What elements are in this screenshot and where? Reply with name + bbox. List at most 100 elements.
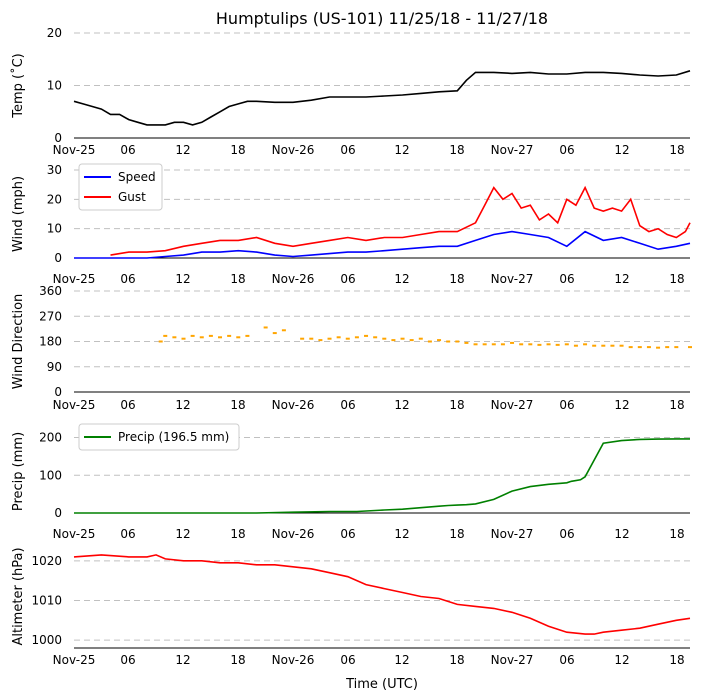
x-tick-label: 12 xyxy=(394,527,409,541)
y-tick-label: 90 xyxy=(47,360,62,374)
y-tick-label: 10 xyxy=(47,79,62,93)
x-tick-label: 18 xyxy=(230,143,245,157)
legend xyxy=(78,423,240,451)
direction-point xyxy=(610,344,615,347)
x-tick-label: 12 xyxy=(614,527,629,541)
y-tick-label: 0 xyxy=(54,385,62,399)
direction-point xyxy=(327,337,332,340)
x-tick-label: Nov-27 xyxy=(491,272,534,286)
x-tick-label: 06 xyxy=(559,398,574,412)
x-tick-label: 06 xyxy=(340,272,355,286)
direction-point xyxy=(464,341,469,344)
direction-point xyxy=(473,343,478,346)
direction-point xyxy=(309,337,314,340)
direction-point xyxy=(181,337,186,340)
y-tick-label: 20 xyxy=(47,192,62,206)
direction-point xyxy=(619,344,624,347)
direction-point xyxy=(446,340,451,343)
x-tick-label: Nov-27 xyxy=(491,398,534,412)
x-axis-label: Time (UTC) xyxy=(345,677,418,692)
x-tick-label: 18 xyxy=(230,272,245,286)
legend-label: Speed xyxy=(118,170,156,184)
x-tick-label: 12 xyxy=(175,527,190,541)
direction-point xyxy=(491,343,496,346)
y-tick-label: 20 xyxy=(47,26,62,40)
direction-point xyxy=(391,339,396,342)
x-tick-label: Nov-26 xyxy=(272,143,315,157)
x-tick-label: 12 xyxy=(614,653,629,667)
direction-point xyxy=(245,334,250,337)
x-tick-label: 18 xyxy=(449,653,464,667)
direction-point xyxy=(592,344,597,347)
x-tick-label: 12 xyxy=(175,398,190,412)
x-tick-label: Nov-26 xyxy=(272,272,315,286)
series-line-speed xyxy=(74,230,691,259)
direction-point xyxy=(427,340,432,343)
direction-point xyxy=(382,337,387,340)
direction-point xyxy=(409,339,414,342)
y-tick-label: 360 xyxy=(39,284,62,298)
legend-label: Precip (196.5 mm) xyxy=(118,430,229,444)
x-tick-label: Nov-27 xyxy=(491,527,534,541)
direction-point xyxy=(665,346,670,349)
panel-wind: 0 10 20 30 Nov-25 06 12 18 Nov-26 06 12 18 Nov-27 06 1… xyxy=(11,163,691,286)
direction-point xyxy=(519,343,524,346)
direction-point xyxy=(628,346,633,349)
x-tick-label: 06 xyxy=(559,143,574,157)
direction-point xyxy=(199,336,204,339)
direction-point xyxy=(354,336,359,339)
legend-label: Gust xyxy=(118,190,146,204)
direction-point xyxy=(601,344,606,347)
direction-point xyxy=(345,337,350,340)
direction-point xyxy=(500,343,505,346)
direction-point xyxy=(300,337,305,340)
x-tick-label: 12 xyxy=(175,653,190,667)
direction-point xyxy=(163,334,168,337)
x-tick-label: 12 xyxy=(614,398,629,412)
direction-point xyxy=(272,332,277,335)
direction-point xyxy=(674,346,679,349)
y-tick-label: 180 xyxy=(39,335,62,349)
x-tick-label: 18 xyxy=(449,527,464,541)
x-tick-label: 18 xyxy=(669,398,684,412)
x-tick-label: 18 xyxy=(669,143,684,157)
direction-point xyxy=(546,343,551,346)
direction-point xyxy=(158,340,163,343)
series-line-altimeter xyxy=(73,554,691,635)
x-tick-label: 06 xyxy=(120,398,135,412)
panel-precip: 0 100 200 Nov-25 06 12 18 Nov-26 06 12 18 Nov-27 06 1… xyxy=(11,423,690,541)
panel-altimeter: 1000 1010 1020 Nov-25 06 12 18 Nov-26 06 12 18 Nov-… xyxy=(11,547,691,667)
direction-point xyxy=(555,343,560,346)
y-tick-label: 0 xyxy=(54,506,62,520)
series-line-precip-196-5-mm- xyxy=(74,438,690,514)
x-tick-label: 12 xyxy=(175,272,190,286)
panel-direction: 0 90 180 270 360 Nov-25 06 12 18 Nov-26 06 12 18 Nov-… xyxy=(11,284,692,412)
x-tick-label: 06 xyxy=(559,527,574,541)
panel-temp: 0 10 20 Nov-25 06 12 18 Nov-26 06 12 18 Nov-27 06 12 1… xyxy=(10,26,691,157)
direction-point xyxy=(583,343,588,346)
legend xyxy=(78,163,163,211)
direction-point xyxy=(281,329,286,332)
x-tick-label: Nov-27 xyxy=(491,143,534,157)
x-tick-label: 06 xyxy=(559,653,574,667)
direction-point xyxy=(637,346,642,349)
x-tick-label: 06 xyxy=(340,527,355,541)
x-tick-label: 06 xyxy=(340,398,355,412)
y-tick-label: 1000 xyxy=(31,633,62,647)
direction-point xyxy=(528,343,533,346)
y-tick-label: 30 xyxy=(47,163,62,177)
series-line-temp xyxy=(73,70,691,126)
y-tick-label: 1010 xyxy=(31,593,62,607)
x-tick-label: 12 xyxy=(394,653,409,667)
direction-point xyxy=(482,343,487,346)
direction-point xyxy=(688,346,692,349)
y-tick-label: 270 xyxy=(39,309,62,323)
direction-point xyxy=(227,334,232,337)
x-tick-label: Nov-25 xyxy=(53,272,96,286)
x-tick-label: 06 xyxy=(120,143,135,157)
x-tick-label: Nov-27 xyxy=(491,653,534,667)
x-tick-label: Nov-26 xyxy=(272,527,315,541)
x-tick-label: 18 xyxy=(669,653,684,667)
x-tick-label: 18 xyxy=(449,272,464,286)
